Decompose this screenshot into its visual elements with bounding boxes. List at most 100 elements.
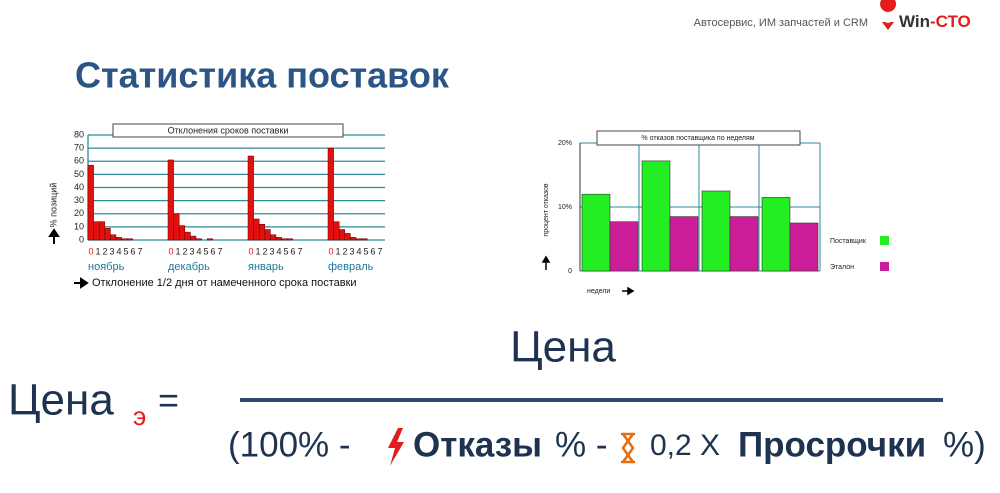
bar [247, 155, 254, 241]
legend-label: Эталон [830, 264, 854, 271]
x-tick-label: 3 [109, 246, 114, 256]
bar [333, 221, 340, 241]
x-axis-label: Отклонение 1/2 дня от намеченного срока … [92, 277, 357, 289]
y-axis-label: процент отказов [543, 183, 550, 236]
lhs: Цена [8, 376, 114, 425]
bar [641, 160, 671, 272]
bar [270, 234, 277, 241]
hourglass-icon [621, 432, 635, 464]
x-tick-label: 6 [370, 246, 375, 256]
x-tick-label: 1 [175, 246, 180, 256]
legend-swatch [880, 236, 889, 245]
formula-part: %) [943, 425, 986, 464]
x-tick-label: 7 [217, 246, 222, 256]
x-tick-label: 3 [189, 246, 194, 256]
bar [258, 224, 266, 241]
y-tick-label: 20% [558, 140, 572, 147]
logo-dot [885, 17, 891, 23]
bar [184, 231, 191, 241]
bar [264, 229, 271, 241]
formula-part: (100% - [228, 425, 351, 464]
y-tick-label: 20 [74, 208, 84, 218]
group-label: февраль [328, 261, 374, 273]
x-tick-label: 6 [210, 246, 215, 256]
group-label: январь [248, 261, 284, 273]
x-tick-label: 5 [363, 246, 368, 256]
x-tick-label: 0 [168, 246, 173, 256]
arrow-up [48, 228, 60, 244]
logo-part: -СТО [930, 12, 971, 31]
x-tick-label: 6 [290, 246, 295, 256]
logo-part: Win [899, 12, 930, 31]
bar [361, 238, 368, 241]
logo-icon [880, 0, 896, 30]
x-tick-label: 4 [276, 246, 281, 256]
bar [98, 221, 106, 241]
bar [789, 222, 819, 272]
y-tick-label: 80 [74, 129, 84, 139]
bar [121, 238, 128, 241]
bar [87, 164, 94, 241]
bar [729, 216, 759, 272]
x-tick-label: 5 [203, 246, 208, 256]
x-tick-label: 7 [137, 246, 142, 256]
bar [104, 227, 111, 241]
x-tick-label: 5 [123, 246, 128, 256]
subscript: э [133, 401, 146, 431]
x-tick-label: 2 [102, 246, 107, 256]
y-tick-label: 60 [74, 156, 84, 166]
legend-label: Поставщик [830, 238, 867, 245]
x-tick-label: 4 [116, 246, 121, 256]
bar [190, 235, 197, 241]
group-label: ноябрь [88, 261, 125, 273]
bar [110, 234, 117, 241]
formula-part: 0,2 X [650, 429, 720, 462]
bar [338, 229, 346, 241]
bar [701, 190, 731, 272]
x-tick-label: 4 [356, 246, 361, 256]
chart-title: Отклонения сроков поставки [168, 125, 289, 135]
x-tick-label: 3 [269, 246, 274, 256]
x-tick-label: 7 [297, 246, 302, 256]
tagline: Автосервис, ИМ запчастей и CRM [694, 17, 868, 29]
bar [253, 218, 260, 241]
bar [581, 193, 611, 272]
bar [173, 213, 180, 241]
chart-title-box [112, 123, 344, 138]
bar [178, 225, 186, 241]
x-tick-label: 0 [88, 246, 93, 256]
x-tick-label: 6 [130, 246, 135, 256]
x-tick-label: 1 [95, 246, 100, 256]
bar [195, 238, 202, 241]
x-tick-label: 5 [283, 246, 288, 256]
y-tick-label: 0 [79, 234, 84, 244]
bar [115, 237, 122, 241]
group-label: декабрь [168, 261, 210, 273]
bar [286, 238, 294, 241]
x-tick-label: 2 [182, 246, 187, 256]
x-axis-label: недели [587, 288, 610, 295]
bar [167, 159, 174, 241]
bar [281, 238, 288, 241]
formula-part: Просрочки [738, 425, 926, 464]
x-tick-label: 2 [342, 246, 347, 256]
x-tick-label: 4 [196, 246, 201, 256]
bar [761, 197, 791, 272]
arrow-right [74, 277, 89, 289]
y-tick-label: 40 [74, 182, 84, 192]
formula-part: Отказы [413, 425, 542, 464]
lightning-icon [388, 428, 404, 466]
x-tick-label: 0 [328, 246, 333, 256]
x-tick-label: 7 [377, 246, 382, 256]
y-tick-label: 0 [568, 268, 572, 275]
y-axis-label: % позиций [48, 183, 58, 228]
bar [93, 221, 100, 241]
bar [126, 238, 134, 241]
slide-title: Статистика поставок [75, 55, 450, 96]
equals: = [158, 380, 179, 421]
bar [350, 237, 357, 241]
bar [206, 238, 214, 241]
bar [609, 221, 639, 272]
bar [355, 238, 362, 241]
